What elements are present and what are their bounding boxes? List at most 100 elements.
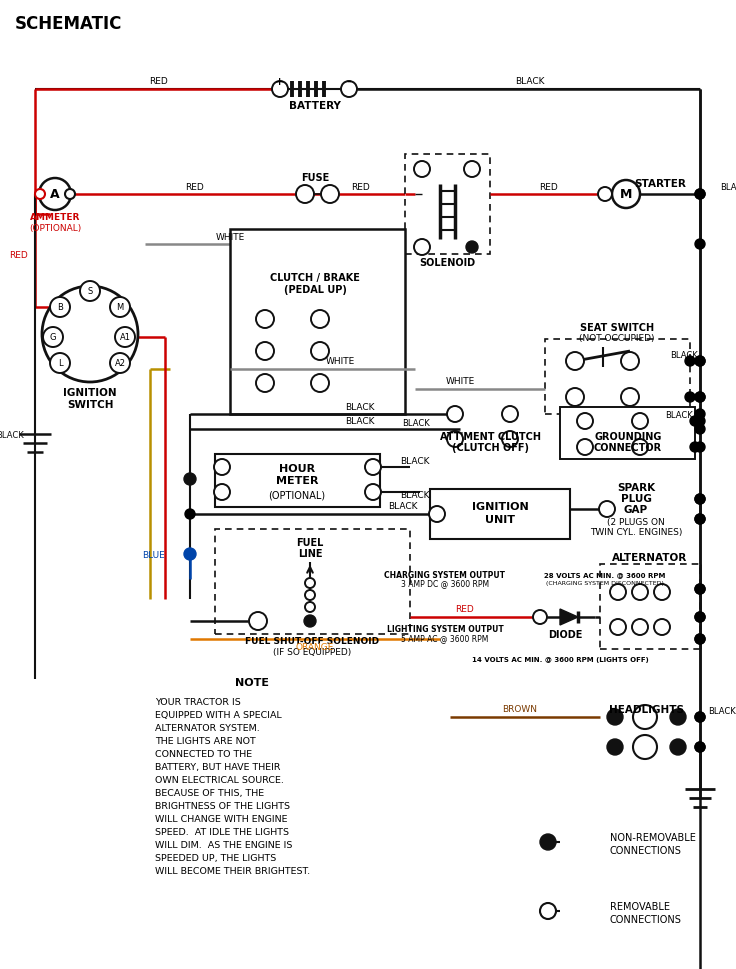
Circle shape xyxy=(695,635,705,644)
Text: RED: RED xyxy=(456,605,475,614)
Circle shape xyxy=(311,375,329,392)
Text: REMOVABLE: REMOVABLE xyxy=(610,901,670,911)
Text: RED: RED xyxy=(539,182,557,191)
Circle shape xyxy=(540,903,556,919)
Text: BRIGHTNESS OF THE LIGHTS: BRIGHTNESS OF THE LIGHTS xyxy=(155,801,290,810)
Circle shape xyxy=(341,82,357,98)
Circle shape xyxy=(632,414,648,429)
Circle shape xyxy=(695,712,705,722)
Bar xyxy=(430,489,570,540)
Text: SEAT SWITCH: SEAT SWITCH xyxy=(580,323,654,332)
Circle shape xyxy=(577,440,593,455)
Circle shape xyxy=(633,735,657,760)
Text: BLACK: BLACK xyxy=(400,491,430,500)
Text: A1: A1 xyxy=(119,333,130,342)
Bar xyxy=(405,155,490,255)
Text: BATTERY, BUT HAVE THEIR: BATTERY, BUT HAVE THEIR xyxy=(155,763,280,771)
Text: THE LIGHTS ARE NOT: THE LIGHTS ARE NOT xyxy=(155,736,255,745)
Circle shape xyxy=(311,311,329,328)
Text: BROWN: BROWN xyxy=(503,704,537,714)
Text: TWIN CYL. ENGINES): TWIN CYL. ENGINES) xyxy=(590,527,682,536)
Text: YOUR TRACTOR IS: YOUR TRACTOR IS xyxy=(155,698,241,706)
Bar xyxy=(230,230,405,415)
Circle shape xyxy=(685,392,695,402)
Circle shape xyxy=(695,392,705,402)
Text: 3 AMP DC @ 3600 RPM: 3 AMP DC @ 3600 RPM xyxy=(401,578,489,588)
Text: S: S xyxy=(88,287,93,297)
Circle shape xyxy=(695,392,705,402)
Circle shape xyxy=(115,328,135,348)
Text: B: B xyxy=(57,303,63,312)
Text: CONNECTIONS: CONNECTIONS xyxy=(610,914,682,924)
Text: M: M xyxy=(620,188,632,202)
Text: CONNECTOR: CONNECTOR xyxy=(594,443,662,453)
Text: BECAUSE OF THIS, THE: BECAUSE OF THIS, THE xyxy=(155,788,264,797)
Circle shape xyxy=(685,357,695,366)
Text: BLACK: BLACK xyxy=(670,350,698,359)
Circle shape xyxy=(690,417,700,426)
Circle shape xyxy=(670,739,686,755)
Text: CLUTCH / BRAKE: CLUTCH / BRAKE xyxy=(270,272,360,283)
Text: GAP: GAP xyxy=(624,505,648,515)
Circle shape xyxy=(184,474,196,485)
Text: EQUIPPED WITH A SPECIAL: EQUIPPED WITH A SPECIAL xyxy=(155,710,282,719)
Circle shape xyxy=(599,502,615,517)
Text: GROUNDING: GROUNDING xyxy=(594,431,662,442)
Text: WILL DIM.  AS THE ENGINE IS: WILL DIM. AS THE ENGINE IS xyxy=(155,840,292,849)
Text: BLUE: BLUE xyxy=(142,550,165,559)
Text: (CLUTCH OFF): (CLUTCH OFF) xyxy=(451,443,528,453)
Text: FUSE: FUSE xyxy=(301,172,329,183)
Circle shape xyxy=(39,179,71,211)
Text: -: - xyxy=(347,77,351,87)
Circle shape xyxy=(311,343,329,360)
Circle shape xyxy=(50,354,70,374)
Text: BLACK: BLACK xyxy=(345,402,375,411)
Text: BLACK: BLACK xyxy=(665,410,693,419)
Circle shape xyxy=(110,297,130,318)
Circle shape xyxy=(80,282,100,301)
Text: (2 PLUGS ON: (2 PLUGS ON xyxy=(607,517,665,526)
Circle shape xyxy=(607,739,623,755)
Text: (OPTIONAL): (OPTIONAL) xyxy=(29,223,81,233)
Circle shape xyxy=(566,389,584,407)
Circle shape xyxy=(305,603,315,612)
Text: IGNITION: IGNITION xyxy=(63,388,117,397)
Text: PLUG: PLUG xyxy=(620,493,651,504)
Text: ALTERNATOR: ALTERNATOR xyxy=(612,552,687,562)
Text: ATT'MENT CLUTCH: ATT'MENT CLUTCH xyxy=(439,431,540,442)
Text: WHITE: WHITE xyxy=(445,377,475,386)
Circle shape xyxy=(566,353,584,370)
Text: IGNITION: IGNITION xyxy=(472,502,528,512)
Circle shape xyxy=(670,709,686,725)
Circle shape xyxy=(214,484,230,500)
Text: WHITE: WHITE xyxy=(216,233,244,241)
Text: BLACK: BLACK xyxy=(708,706,736,716)
Circle shape xyxy=(695,424,705,434)
Circle shape xyxy=(321,186,339,203)
Circle shape xyxy=(304,615,316,627)
Circle shape xyxy=(414,162,430,178)
Text: SCHEMATIC: SCHEMATIC xyxy=(15,15,122,33)
Circle shape xyxy=(533,610,547,624)
Circle shape xyxy=(695,742,705,752)
Text: HEADLIGHTS: HEADLIGHTS xyxy=(609,704,684,714)
Text: SOLENOID: SOLENOID xyxy=(419,258,475,267)
Bar xyxy=(215,529,410,635)
Circle shape xyxy=(695,357,705,366)
Circle shape xyxy=(598,188,612,202)
Text: CONNECTIONS: CONNECTIONS xyxy=(610,845,682,855)
Circle shape xyxy=(695,239,705,250)
Bar xyxy=(545,340,690,415)
Text: 5 AMP AC @ 3600 RPM: 5 AMP AC @ 3600 RPM xyxy=(401,634,489,642)
Circle shape xyxy=(365,459,381,476)
Circle shape xyxy=(695,515,705,524)
Circle shape xyxy=(695,584,705,594)
Text: RED: RED xyxy=(149,78,167,86)
Text: ALTERNATOR SYSTEM.: ALTERNATOR SYSTEM. xyxy=(155,723,260,733)
Circle shape xyxy=(612,181,640,208)
Bar xyxy=(560,408,695,459)
Text: STARTER: STARTER xyxy=(634,179,686,189)
Circle shape xyxy=(429,507,445,522)
Circle shape xyxy=(632,440,648,455)
Text: A2: A2 xyxy=(115,359,126,368)
